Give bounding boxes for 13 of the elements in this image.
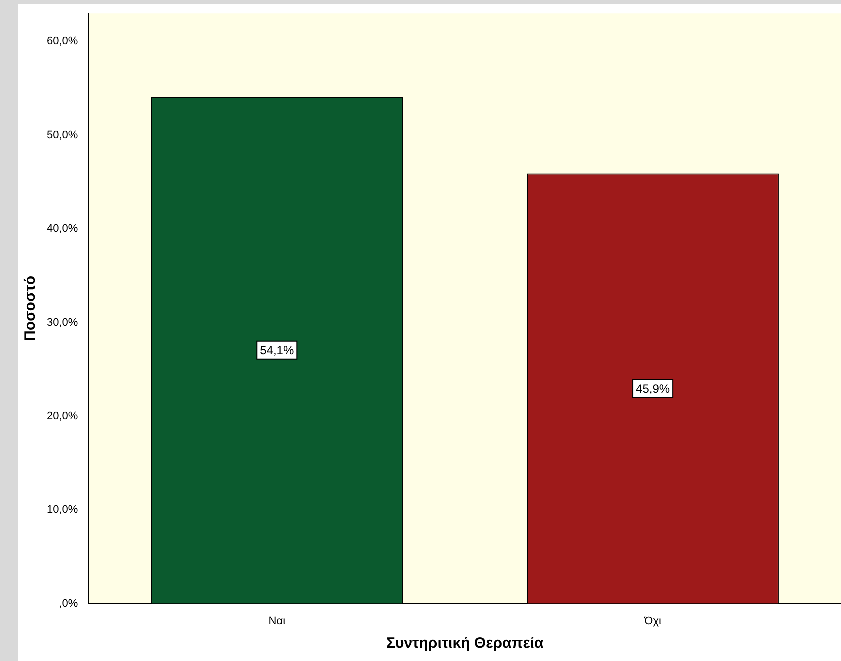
y-tick-label: 50,0% <box>46 129 78 142</box>
y-tick-label: 40,0% <box>46 223 78 236</box>
x-tick-label: Όχι <box>644 615 662 628</box>
y-axis-title: Ποσοστό <box>22 276 40 342</box>
y-tick-label: 20,0% <box>46 410 78 422</box>
data-label: 54,1% <box>260 344 294 358</box>
y-tick-label: 30,0% <box>46 316 78 329</box>
y-tick-label: 10,0% <box>46 504 78 516</box>
x-axis-title: Συντηριτική Θεραπεία <box>386 635 544 652</box>
y-tick-label: 60,0% <box>46 36 78 48</box>
x-tick-label: Ναι <box>268 615 286 628</box>
y-tick-label: ,0% <box>59 598 78 610</box>
data-label: 45,9% <box>636 382 670 396</box>
